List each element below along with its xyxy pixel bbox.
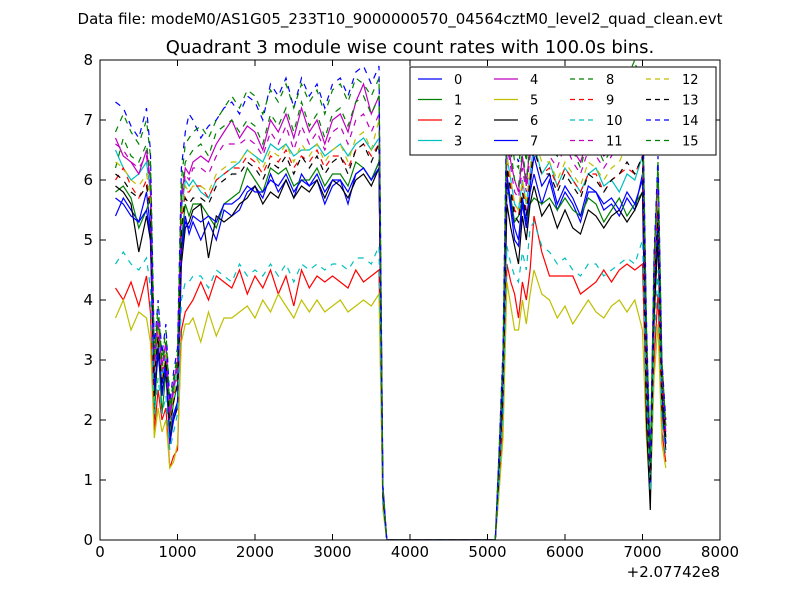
series-line-6 xyxy=(115,167,667,540)
series-line-1 xyxy=(115,161,667,540)
y-tick-label: 0 xyxy=(83,531,93,549)
series-line-11 xyxy=(115,105,667,540)
y-tick-label: 5 xyxy=(83,231,93,249)
y-tick-label: 3 xyxy=(83,351,93,369)
x-tick-label: 7000 xyxy=(623,543,661,561)
chart-title: Quadrant 3 module wise count rates with … xyxy=(166,37,655,58)
legend-label: 13 xyxy=(682,94,699,109)
y-tick-label: 1 xyxy=(83,471,93,489)
series-line-8 xyxy=(114,95,667,540)
x-tick-label: 6000 xyxy=(546,543,584,561)
legend-label: 7 xyxy=(530,135,538,150)
legend-label: 3 xyxy=(454,135,462,150)
series-line-10 xyxy=(114,220,667,540)
x-tick-label: 4000 xyxy=(391,543,429,561)
y-tick-label: 4 xyxy=(83,291,93,309)
series-line-13 xyxy=(115,143,667,540)
series-line-14 xyxy=(115,65,667,540)
legend-label: 8 xyxy=(606,73,614,88)
x-tick-label: 5000 xyxy=(468,543,506,561)
x-tick-label: 8000 xyxy=(701,543,739,561)
legend-label: 2 xyxy=(454,114,462,129)
series-line-2 xyxy=(114,215,667,540)
series-line-7 xyxy=(115,155,667,540)
x-tick-label: 0 xyxy=(95,543,105,561)
series-line-5 xyxy=(114,269,667,540)
legend-label: 1 xyxy=(454,94,462,109)
legend-label: 14 xyxy=(682,114,699,129)
axis-ticks: 0 1000 2000 3000 4000 5000 6000 7000 80000123456… xyxy=(83,51,739,561)
y-tick-label: 2 xyxy=(83,411,93,429)
legend-label: 0 xyxy=(454,73,462,88)
legend-label: 15 xyxy=(682,135,699,150)
legend-label: 5 xyxy=(530,94,538,109)
legend-label: 12 xyxy=(682,73,699,88)
y-tick-label: 7 xyxy=(83,111,93,129)
x-tick-label: 1000 xyxy=(158,543,196,561)
legend-label: 9 xyxy=(606,94,614,109)
legend-label: 4 xyxy=(530,73,538,88)
legend-label: 6 xyxy=(530,114,538,129)
y-tick-label: 6 xyxy=(83,171,93,189)
x-tick-label: 2000 xyxy=(236,543,274,561)
series-line-12 xyxy=(115,119,667,540)
y-tick-label: 8 xyxy=(83,51,93,69)
figure-suptitle: Data file: modeM0/AS1G05_233T10_90000005… xyxy=(78,10,723,29)
legend-label: 10 xyxy=(606,114,623,129)
legend-label: 11 xyxy=(606,135,623,150)
x-tick-label: 3000 xyxy=(313,543,351,561)
x-offset-label: +2.07742e8 xyxy=(627,563,720,581)
series-line-0 xyxy=(114,161,667,540)
series-line-3 xyxy=(114,135,667,540)
